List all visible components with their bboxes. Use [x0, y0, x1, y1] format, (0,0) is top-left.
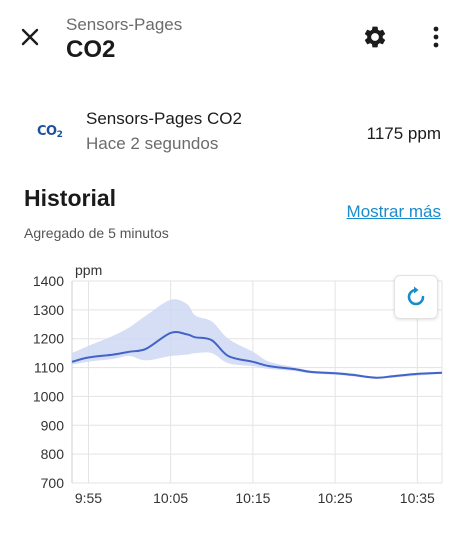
y-tick-label: 1000 — [33, 388, 64, 404]
min-max-band — [72, 299, 442, 379]
x-tick-label: 10:25 — [318, 490, 353, 506]
data-point — [210, 339, 213, 342]
dialog-subtitle: Sensors-Pages — [66, 15, 183, 34]
data-point — [391, 375, 394, 378]
data-point — [169, 331, 172, 334]
more-options-button[interactable] — [424, 20, 448, 54]
x-tick-label: 10:05 — [153, 490, 188, 506]
dialog-title: CO2 — [66, 36, 116, 63]
data-point — [194, 336, 197, 339]
more-vertical-icon — [433, 26, 439, 48]
data-point — [71, 360, 74, 363]
entity-row[interactable]: CO2 Sensors-Pages CO2 Hace 2 segundos 11… — [0, 100, 460, 162]
data-point — [309, 370, 312, 373]
data-point — [293, 368, 296, 371]
data-point — [227, 355, 230, 358]
settings-button[interactable] — [358, 20, 392, 54]
history-title: Historial — [24, 185, 117, 211]
data-point — [251, 360, 254, 363]
history-chart-svg: 1400 1300 1200 1100 1000 900 800 700 9:55 10:05 10… — [33, 262, 444, 506]
y-tick-label: 800 — [41, 446, 65, 462]
entity-state: 1175 ppm — [366, 124, 441, 143]
x-tick-label: 10:15 — [235, 490, 270, 506]
y-tick-label: 1400 — [33, 273, 64, 289]
aggregation-note: Agregado de 5 minutos — [24, 225, 169, 241]
data-point — [416, 372, 419, 375]
history-chart[interactable]: 1400 1300 1200 1100 1000 900 800 700 9:55 10:05 10… — [0, 258, 460, 518]
gear-icon — [364, 26, 386, 48]
data-point — [112, 353, 115, 356]
close-icon — [21, 28, 39, 46]
show-more-link[interactable]: Mostrar más — [346, 202, 441, 221]
co2-icon: CO2 — [37, 124, 63, 140]
y-tick-label: 900 — [41, 417, 65, 433]
data-point — [350, 373, 353, 376]
data-point — [186, 333, 189, 336]
y-tick-label: 1300 — [33, 302, 64, 318]
data-point — [145, 347, 148, 350]
y-axis-label: ppm — [75, 262, 102, 278]
data-point — [334, 372, 337, 375]
y-tick-label: 1200 — [33, 331, 64, 347]
entity-last-changed: Hace 2 segundos — [86, 134, 219, 153]
y-tick-label: 1100 — [34, 360, 64, 376]
refresh-icon — [407, 286, 425, 306]
data-point — [441, 371, 444, 374]
x-tick-label: 10:35 — [400, 490, 435, 506]
entity-name: Sensors-Pages CO2 — [86, 109, 242, 128]
data-point — [375, 376, 378, 379]
close-button[interactable] — [14, 21, 46, 53]
data-point — [268, 365, 271, 368]
x-tick-label: 9:55 — [75, 490, 102, 506]
reset-zoom-button[interactable] — [394, 275, 438, 319]
data-point — [128, 350, 131, 353]
data-point — [87, 356, 90, 359]
series-line — [71, 331, 443, 379]
y-tick-label: 700 — [41, 475, 65, 491]
